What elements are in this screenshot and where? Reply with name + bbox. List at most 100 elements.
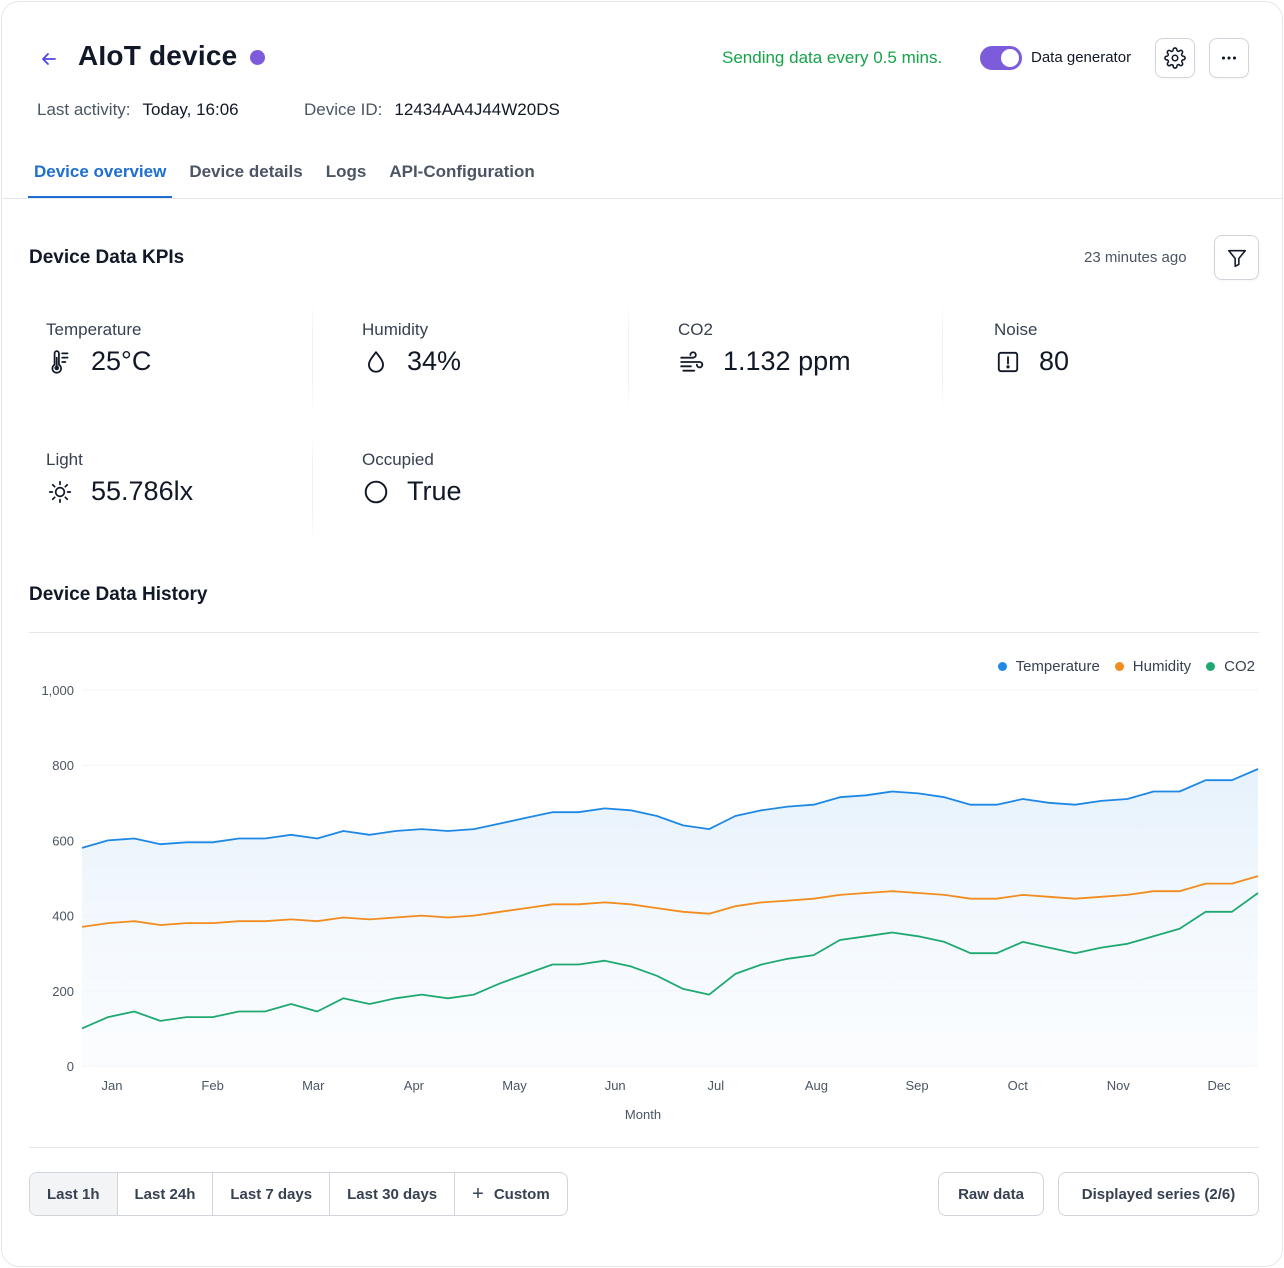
last-activity-label: Last activity: [37,100,131,119]
kpi-temperature: Temperature 25°C [46,320,346,430]
series-line-co2 [81,892,1259,1030]
kpi-divider [942,302,943,412]
page-title: AIoT device [78,40,238,71]
history-chart: 0 200 400 600 800 1,000 Jan Feb Mar Apr May Jun Jul A… [41,683,1259,1122]
filter-button[interactable] [1214,235,1259,280]
legend-item-co2[interactable]: CO2 [1206,658,1255,675]
kpi-value: 55.786lx [91,476,194,506]
range-last-7-days[interactable]: Last 7 days [213,1173,331,1215]
kpi-label: Occupied [362,450,434,469]
legend-label: Humidity [1132,658,1192,675]
device-id: Device ID: 12434AA4J44W20DS [304,100,560,120]
plus-icon: + [472,1182,484,1205]
y-tick-label: 400 [52,909,74,924]
device-id-label: Device ID: [304,100,383,119]
last-activity: Last activity: Today, 16:06 [37,100,239,120]
y-tick-label: 600 [52,833,74,848]
kpi-noise: Noise 80 [994,320,1282,430]
y-tick-label: 0 [67,1059,74,1074]
more-options-button[interactable] [1209,38,1249,78]
tab-api-configuration[interactable]: API-Configuration [389,162,535,181]
circle-icon [362,478,390,506]
kpi-label: CO2 [678,320,713,339]
last-activity-value: Today, 16:06 [142,100,239,119]
kpi-light: Light 55.786lx [46,450,346,560]
x-tick-label: Jun [605,1078,626,1093]
tab-device-details[interactable]: Device details [189,162,303,181]
y-tick-label: 200 [52,984,74,999]
x-tick-label: Nov [1107,1078,1131,1093]
kpi-updated-time: 23 minutes ago [1084,249,1187,266]
chart-area-fill [82,768,1258,1066]
status-indicator [250,50,265,65]
x-tick-label: Feb [201,1078,223,1093]
kpi-divider [628,302,629,412]
x-tick-label: Jan [102,1078,123,1093]
settings-button[interactable] [1155,38,1195,78]
x-tick-label: May [502,1078,527,1093]
history-divider-bottom [29,1147,1259,1148]
kpi-divider [312,432,313,542]
alert-square-icon [994,348,1022,376]
tab-device-overview[interactable]: Device overview [28,152,173,198]
range-custom[interactable]: + Custom [455,1173,567,1215]
legend-dot [997,662,1007,671]
more-horizontal-icon [1221,56,1237,60]
kpi-section-title: Device Data KPIs [29,247,185,268]
legend-item-temperature[interactable]: Temperature [997,658,1100,675]
data-generator-label: Data generator [1031,49,1132,66]
y-tick-label: 1,000 [41,683,74,698]
x-tick-label: Sep [906,1078,929,1093]
legend-dot [1206,662,1216,671]
kpi-divider [312,302,313,412]
tab-logs[interactable]: Logs [325,162,367,181]
kpi-value: 1.132 ppm [723,346,851,376]
series-line-temperature [81,768,1259,849]
legend-label: CO2 [1224,658,1255,675]
history-section-title: Device Data History [29,584,208,605]
tabs-divider [2,198,1282,199]
kpi-humidity: Humidity 34% [362,320,662,430]
device-id-value: 12434AA4J44W20DS [394,100,560,119]
gear-icon [1164,47,1186,69]
kpi-label: Temperature [46,320,142,339]
chart-legend: Temperature Humidity CO2 [983,658,1255,675]
kpi-value: 25°C [91,346,152,376]
displayed-series-button[interactable]: Displayed series (2/6) [1058,1172,1259,1216]
x-tick-label: Jul [708,1078,725,1093]
kpi-label: Light [46,450,83,469]
thermometer-icon [46,348,74,376]
sending-status: Sending data every 0.5 mins. [722,48,943,67]
kpi-value: True [407,476,462,506]
time-range-selector: Last 1h Last 24h Last 7 days Last 30 day… [29,1172,568,1216]
kpi-value: 80 [1039,346,1070,376]
raw-data-button[interactable]: Raw data [938,1172,1044,1216]
filter-icon [1227,249,1246,267]
range-custom-label: Custom [493,1185,550,1203]
toggle-knob [1001,49,1019,67]
x-tick-label: Dec [1207,1078,1231,1093]
x-tick-label: Mar [302,1078,325,1093]
range-last-1h[interactable]: Last 1h [30,1173,118,1215]
x-tick-label: Oct [1008,1078,1029,1093]
kpi-label: Humidity [362,320,429,339]
kpi-co2: CO2 1.132 ppm [678,320,978,430]
range-last-24h[interactable]: Last 24h [118,1173,214,1215]
tab-bar: Device overview Device details Logs API-… [28,152,552,200]
back-arrow-icon[interactable] [36,46,62,72]
droplet-icon [362,348,390,376]
kpi-occupied: Occupied True [362,450,662,560]
legend-dot [1114,662,1124,671]
range-last-30-days[interactable]: Last 30 days [330,1173,456,1215]
series-line-humidity [81,875,1259,928]
x-axis-label: Month [625,1107,661,1122]
kpi-value: 34% [407,346,462,376]
data-generator-toggle[interactable] [980,46,1022,70]
kpi-label: Noise [994,320,1038,339]
history-divider-top [29,632,1259,633]
x-tick-label: Apr [404,1078,425,1093]
y-tick-label: 800 [52,758,74,773]
legend-item-humidity[interactable]: Humidity [1114,658,1192,675]
sun-icon [46,478,74,506]
